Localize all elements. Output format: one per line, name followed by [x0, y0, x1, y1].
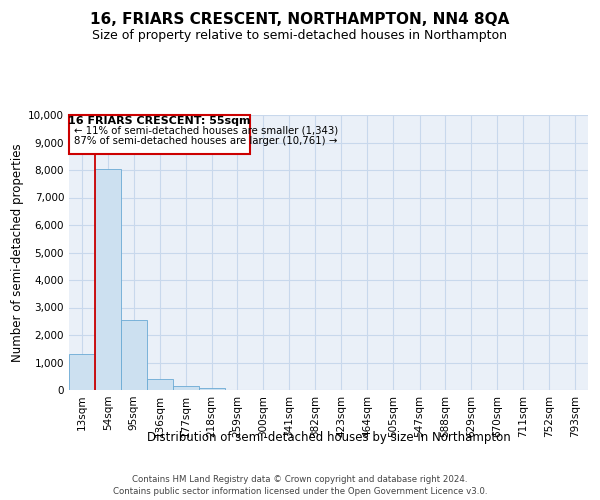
Y-axis label: Number of semi-detached properties: Number of semi-detached properties	[11, 143, 24, 362]
Bar	[199, 388, 224, 390]
Bar	[147, 379, 173, 390]
Text: 16, FRIARS CRESCENT, NORTHAMPTON, NN4 8QA: 16, FRIARS CRESCENT, NORTHAMPTON, NN4 8Q…	[91, 12, 509, 28]
Text: ← 11% of semi-detached houses are smaller (1,343): ← 11% of semi-detached houses are smalle…	[74, 126, 338, 136]
FancyBboxPatch shape	[69, 115, 250, 154]
Bar	[173, 386, 199, 390]
Bar	[121, 320, 147, 390]
Text: Distribution of semi-detached houses by size in Northampton: Distribution of semi-detached houses by …	[147, 431, 511, 444]
Text: Contains HM Land Registry data © Crown copyright and database right 2024.: Contains HM Land Registry data © Crown c…	[132, 474, 468, 484]
Text: 87% of semi-detached houses are larger (10,761) →: 87% of semi-detached houses are larger (…	[74, 136, 337, 146]
Text: Size of property relative to semi-detached houses in Northampton: Size of property relative to semi-detach…	[92, 29, 508, 42]
Bar	[95, 168, 121, 390]
Bar	[69, 354, 95, 390]
Text: 16 FRIARS CRESCENT: 55sqm: 16 FRIARS CRESCENT: 55sqm	[68, 116, 251, 126]
Text: Contains public sector information licensed under the Open Government Licence v3: Contains public sector information licen…	[113, 486, 487, 496]
